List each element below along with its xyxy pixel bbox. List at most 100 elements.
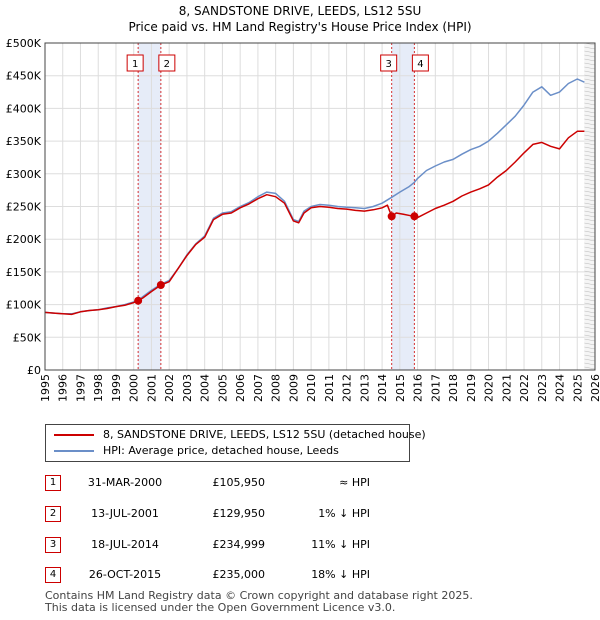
footer-line2: This data is licensed under the Open Gov…	[45, 601, 396, 614]
sale-marker-label-3: 3	[385, 59, 391, 70]
future-hatch-line	[584, 298, 596, 302]
y-tick-label: £50K	[13, 331, 42, 344]
future-hatch-line	[584, 326, 596, 330]
future-hatch-line	[584, 182, 596, 186]
sale-date: 13-JUL-2001	[91, 507, 159, 520]
future-hatch-line	[584, 102, 596, 106]
future-hatch-line	[584, 318, 596, 322]
y-tick-label: £500K	[6, 37, 42, 50]
future-hatch-line	[584, 110, 596, 114]
x-tick-label: 2004	[199, 374, 212, 402]
x-tick-label: 2021	[500, 374, 513, 402]
future-hatch-line	[584, 70, 596, 74]
x-tick-label: 2022	[518, 374, 531, 402]
y-tick-label: £150K	[6, 266, 42, 279]
x-tick-label: 2012	[341, 374, 354, 402]
x-tick-label: 2026	[589, 374, 600, 402]
future-hatch-line	[584, 146, 596, 150]
future-hatch-line	[584, 330, 596, 334]
future-hatch-line	[584, 142, 596, 146]
future-hatch-line	[584, 58, 596, 62]
sale-marker-box-1	[126, 54, 144, 72]
x-tick-label: 1999	[110, 374, 123, 402]
y-tick-labels: £0 £50K £100K £150K £200K £250K £300K £350K £400…	[6, 37, 42, 377]
x-tick-label: 2024	[554, 374, 567, 402]
x-tick-label: 2019	[465, 374, 478, 402]
sale-marker-label-1: 1	[132, 59, 138, 70]
future-hatch-line	[584, 246, 596, 250]
x-tick-label: 1997	[74, 374, 87, 402]
future-hatch-line	[584, 250, 596, 254]
future-hatch-line	[584, 234, 596, 238]
future-hatch-line	[584, 354, 596, 358]
future-hatch-line	[584, 338, 596, 342]
sale-marker-labels: 1 2 3 4	[126, 54, 429, 72]
x-tick-label: 1998	[92, 374, 105, 402]
y-tick-label: £200K	[6, 233, 42, 246]
price-chart: 1 2 3 4 £0 £50K £100K £150K £200K £250K £300K £350…	[6, 37, 600, 402]
future-hatch-line	[584, 118, 596, 122]
future-hatch-line	[584, 122, 596, 126]
x-tick-label: 2020	[483, 374, 496, 402]
axes	[44, 42, 596, 371]
x-tick-label: 1995	[39, 374, 52, 402]
future-hatch-line	[584, 74, 596, 78]
x-tick-label: 2014	[376, 374, 389, 402]
future-hatch-line	[584, 186, 596, 190]
sale-marker-label-4: 4	[417, 59, 423, 70]
sale-price: £234,999	[212, 538, 266, 551]
future-hatch-line	[584, 206, 596, 210]
future-hatch-line	[584, 214, 596, 218]
x-tick-label: 2003	[181, 374, 194, 402]
future-hatch-line	[584, 114, 596, 118]
y-tick-label: £450K	[6, 70, 42, 83]
y-tick-label: £250K	[6, 201, 42, 214]
y-tick-label: £400K	[6, 102, 42, 115]
legend-label-property: 8, SANDSTONE DRIVE, LEEDS, LS12 5SU (det…	[103, 428, 426, 441]
future-hatch-line	[584, 230, 596, 234]
x-tick-label: 2025	[571, 374, 584, 402]
future-hatch-line	[584, 170, 596, 174]
future-hatch-line	[584, 290, 596, 294]
future-hatch-line	[584, 166, 596, 170]
sale-marker-box-3	[380, 54, 398, 72]
x-tick-label: 2006	[234, 374, 247, 402]
future-hatch	[584, 42, 596, 370]
sale-points	[134, 212, 419, 305]
future-hatch-line	[584, 54, 596, 58]
future-hatch-line	[584, 226, 596, 230]
future-hatch-line	[584, 358, 596, 362]
future-hatch-line	[584, 162, 596, 166]
x-tick-label: 2017	[429, 374, 442, 402]
future-hatch-line	[584, 306, 596, 310]
x-tick-label: 2000	[128, 374, 141, 402]
future-region	[584, 43, 595, 370]
x-tick-label: 2009	[287, 374, 300, 402]
future-hatch-line	[584, 294, 596, 298]
future-hatch-line	[584, 286, 596, 290]
y-tick-label: £100K	[6, 299, 42, 312]
sale-hpi-comparison: 1% ↓ HPI	[318, 507, 370, 520]
future-hatch-line	[584, 254, 596, 258]
future-hatch-line	[584, 126, 596, 130]
x-tick-label: 2010	[305, 374, 318, 402]
series-lines	[44, 78, 585, 316]
chart-title: 8, SANDSTONE DRIVE, LEEDS, LS12 5SU Pric…	[0, 3, 600, 35]
sale-point-4	[410, 212, 419, 221]
sale-marker-box-2	[158, 54, 176, 72]
sale-badge: 3	[45, 537, 61, 553]
future-hatch-line	[584, 242, 596, 246]
x-tick-label: 2016	[412, 374, 425, 402]
sale-badge: 2	[45, 506, 61, 522]
x-tick-labels: 1995 1996 1997 1998 1999 2000 2001 2002 2003 2004…	[39, 374, 600, 402]
sale-badge: 1	[45, 475, 61, 491]
future-hatch-line	[584, 362, 596, 366]
future-hatch-line	[584, 86, 596, 90]
future-hatch-line	[584, 302, 596, 306]
x-tick-label: 2001	[145, 374, 158, 402]
y-tick-label: £300K	[6, 168, 42, 181]
future-hatch-line	[584, 194, 596, 198]
x-tick-label: 2015	[394, 374, 407, 402]
chart-title-line1: 8, SANDSTONE DRIVE, LEEDS, LS12 5SU	[178, 4, 422, 18]
plot-frame	[44, 42, 596, 371]
